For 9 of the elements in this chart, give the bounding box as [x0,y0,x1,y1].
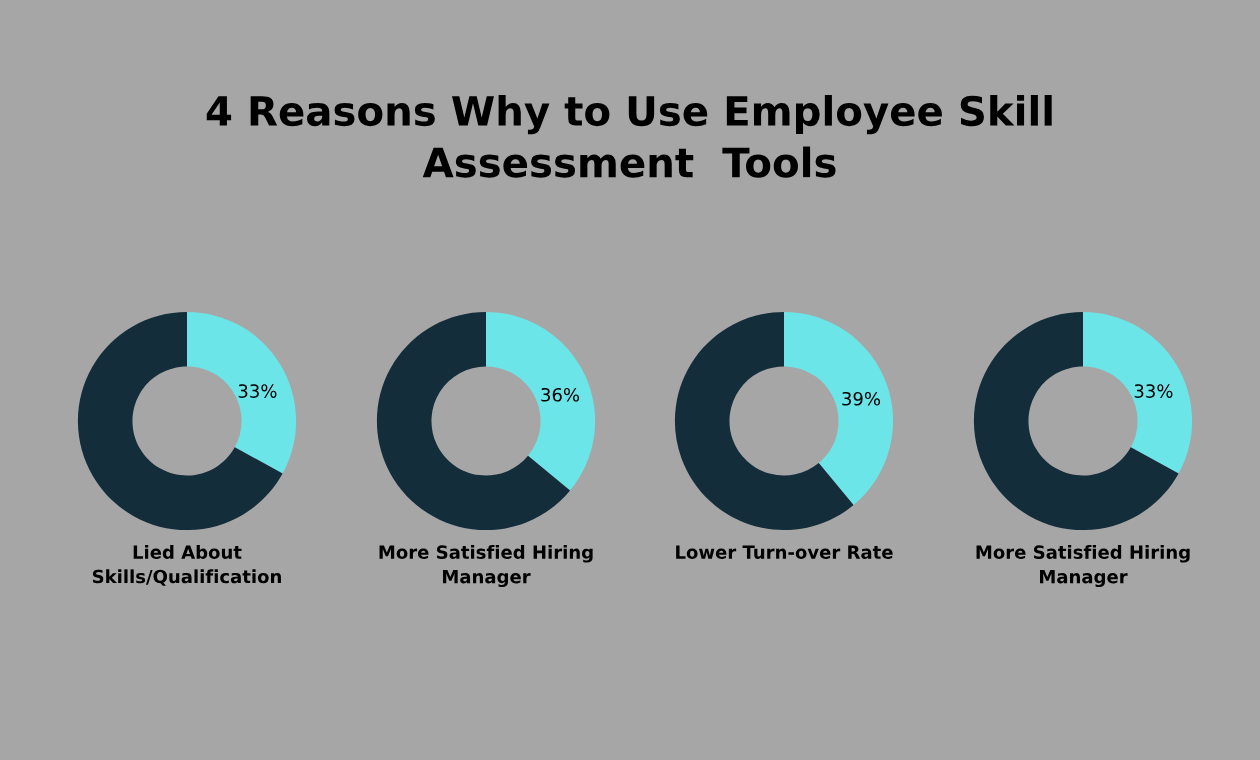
data-label: 33% [1134,384,1173,398]
text: Lied About Skills/Qualification [92,545,281,586]
text: More Satisfied Hiring Manager [976,545,1190,588]
text: 4 Reasons Why to Use Employee Skill Assessment Tools [206,95,1052,178]
text: More Satisfied Hiring Manager [379,545,593,588]
data-label: 36% [541,387,580,402]
data-label: 33% [238,384,277,398]
text: Lower Turn-over Rate [676,545,893,559]
data-label: 39% [842,391,881,406]
